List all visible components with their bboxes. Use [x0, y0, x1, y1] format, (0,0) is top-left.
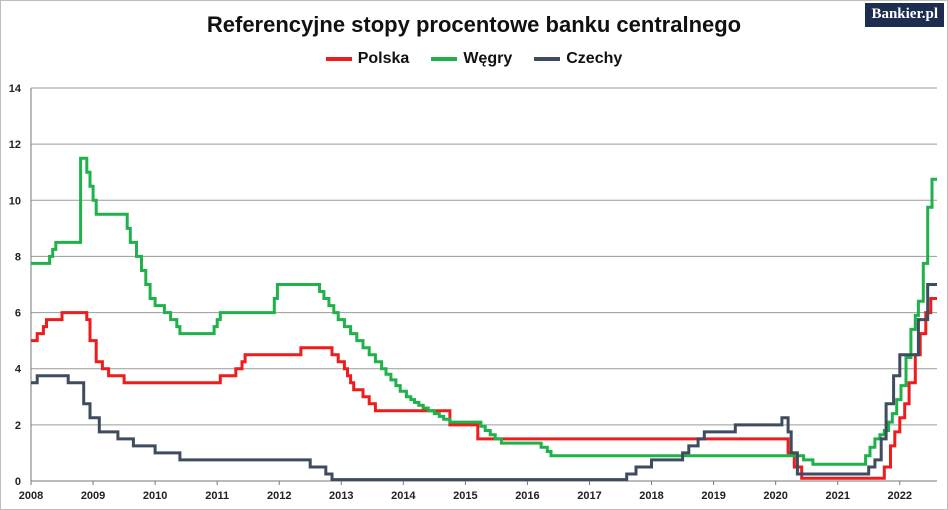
series-line-w-gry [31, 156, 937, 466]
x-tick-label: 2008 [19, 490, 43, 502]
legend-label: Polska [357, 50, 410, 67]
x-tick-label: 2016 [515, 490, 539, 502]
x-tick-label: 2017 [577, 490, 601, 502]
series-line-czechy [31, 283, 937, 482]
legend-item: Polska [325, 50, 410, 68]
y-tick-label: 2 [15, 420, 21, 432]
legend-item: Czechy [534, 50, 622, 68]
legend-item: Węgry [431, 50, 512, 68]
y-tick-label: 0 [15, 476, 21, 488]
legend-swatch [325, 57, 352, 61]
x-tick-label: 2012 [267, 490, 291, 502]
x-tick-label: 2011 [205, 490, 229, 502]
legend-swatch [534, 57, 561, 61]
x-tick-label: 2022 [888, 490, 912, 502]
y-tick-label: 14 [9, 83, 22, 95]
y-tick-label: 10 [9, 195, 21, 207]
x-tick-label: 2015 [453, 490, 477, 502]
chart-legend: Polska Węgry Czechy [0, 50, 948, 68]
x-tick-label: 2010 [143, 490, 167, 502]
x-tick-label: 2018 [639, 490, 663, 502]
brand-logo: Bankier.pl [865, 3, 944, 27]
y-tick-label: 12 [9, 139, 21, 151]
x-tick-label: 2009 [81, 490, 105, 502]
y-tick-label: 6 [15, 308, 21, 320]
legend-label: Czechy [566, 50, 623, 67]
x-tick-label: 2020 [763, 490, 787, 502]
y-tick-label: 4 [15, 364, 22, 376]
series-line-polska [31, 297, 937, 480]
chart-title: Referencyjne stopy procentowe banku cent… [206, 12, 742, 37]
y-tick-label: 8 [15, 251, 21, 263]
legend-label: Węgry [463, 50, 513, 67]
x-tick-label: 2019 [701, 490, 725, 502]
legend-swatch [431, 57, 458, 61]
x-tick-label: 2013 [329, 490, 353, 502]
x-tick-label: 2021 [825, 490, 849, 502]
x-tick-label: 2014 [391, 490, 416, 502]
